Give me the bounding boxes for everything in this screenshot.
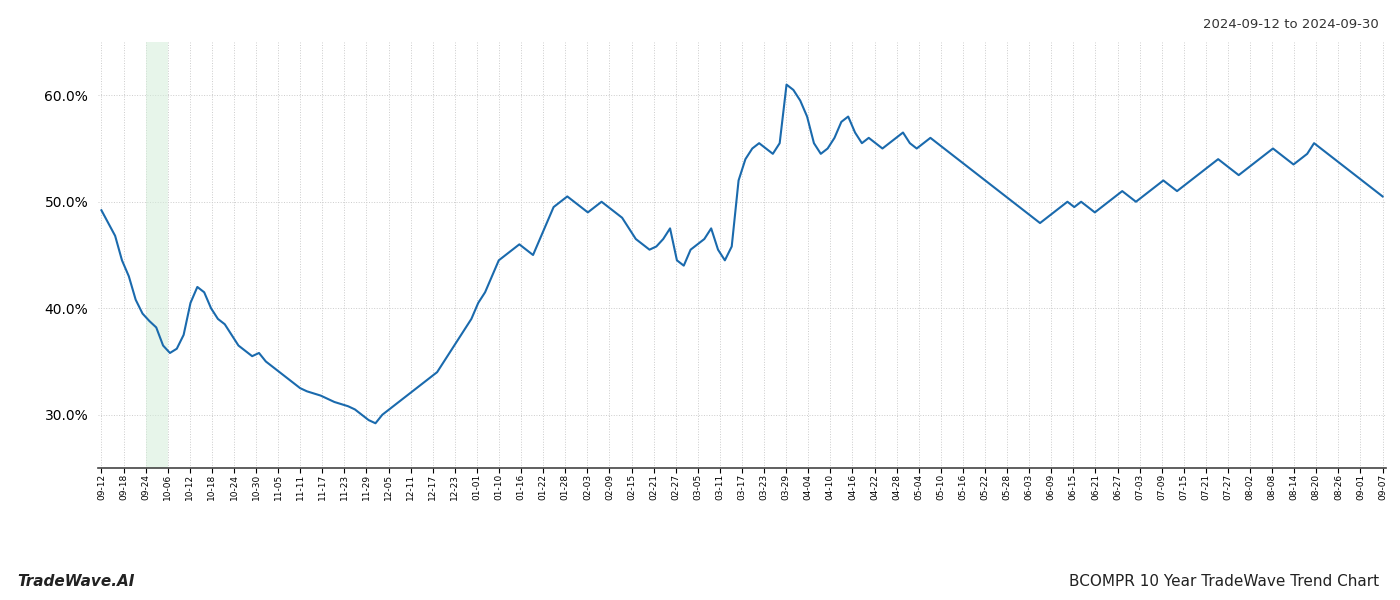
Text: BCOMPR 10 Year TradeWave Trend Chart: BCOMPR 10 Year TradeWave Trend Chart xyxy=(1068,574,1379,589)
Bar xyxy=(146,42,168,468)
Text: 2024-09-12 to 2024-09-30: 2024-09-12 to 2024-09-30 xyxy=(1203,18,1379,31)
Text: TradeWave.AI: TradeWave.AI xyxy=(17,574,134,589)
